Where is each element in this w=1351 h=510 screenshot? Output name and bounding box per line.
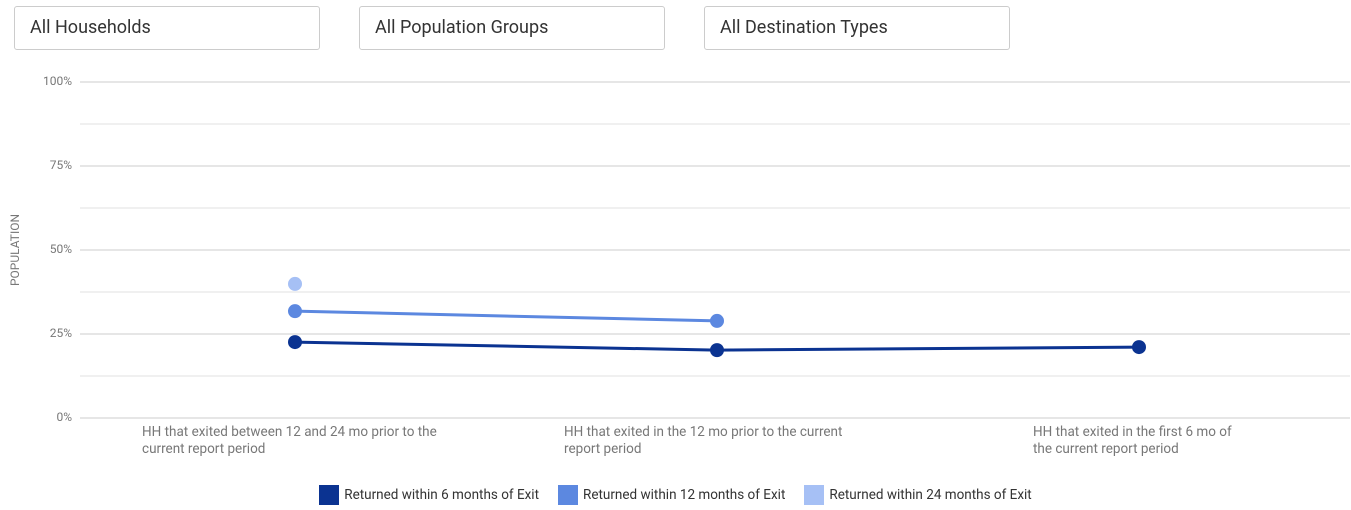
legend-swatch bbox=[558, 485, 579, 505]
destination-dropdown[interactable]: All Destination Types bbox=[704, 6, 1010, 50]
legend-label: Returned within 6 months of Exit bbox=[344, 487, 540, 503]
data-point bbox=[710, 313, 724, 328]
y-tick-label: 75% bbox=[50, 158, 72, 172]
legend: Returned within 6 months of Exit Returned… bbox=[0, 485, 1351, 505]
data-point bbox=[710, 343, 724, 358]
data-point bbox=[288, 276, 302, 291]
series-line bbox=[294, 309, 718, 323]
data-point bbox=[1132, 340, 1146, 355]
data-point bbox=[288, 335, 302, 350]
households-dropdown[interactable]: All Households bbox=[14, 6, 320, 50]
x-tick-label: HH that exited in the 12 mo prior to the… bbox=[564, 424, 843, 457]
legend-label: Returned within 12 months of Exit bbox=[583, 487, 786, 503]
legend-item: Returned within 24 months of Exit bbox=[804, 485, 1032, 505]
y-tick-label: 100% bbox=[43, 74, 72, 88]
x-tick-label: HH that exited between 12 and 24 mo prio… bbox=[142, 424, 437, 457]
data-point bbox=[288, 304, 302, 319]
y-axis-label: POPULATION bbox=[8, 214, 22, 286]
legend-swatch bbox=[804, 485, 825, 505]
y-tick-label: 0% bbox=[56, 410, 72, 424]
legend-item: Returned within 12 months of Exit bbox=[558, 485, 785, 505]
legend-swatch bbox=[319, 485, 340, 505]
legend-item: Returned within 6 months of Exit bbox=[319, 485, 539, 505]
y-tick-label: 25% bbox=[50, 326, 72, 340]
legend-label: Returned within 24 months of Exit bbox=[829, 487, 1032, 503]
population-dropdown[interactable]: All Population Groups bbox=[359, 6, 665, 50]
y-tick-label: 50% bbox=[50, 242, 72, 256]
x-tick-label: HH that exited in the first 6 mo of the … bbox=[1033, 424, 1232, 457]
